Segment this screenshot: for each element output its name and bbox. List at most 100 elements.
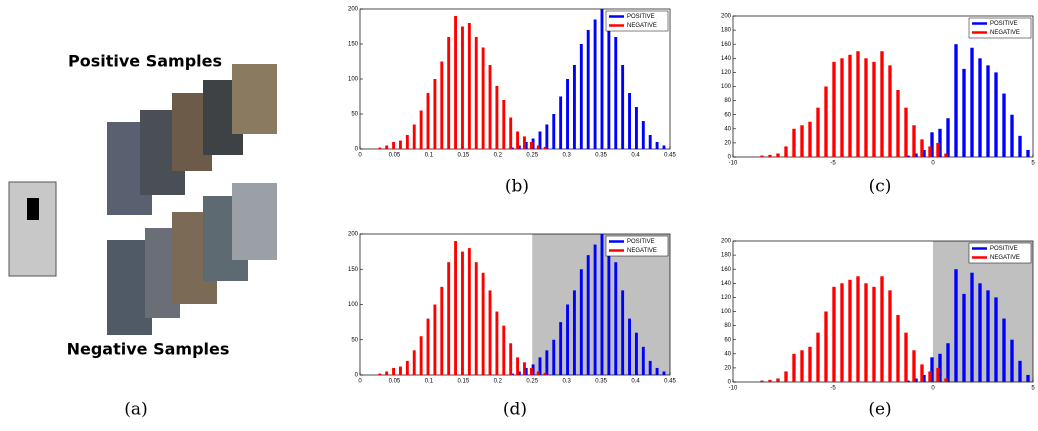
bar [426,318,430,375]
bar [634,332,638,375]
bar [978,283,982,382]
y-tick-label: 60 [724,337,731,343]
x-tick-label: 0.3 [562,153,571,159]
template-mark [27,198,39,220]
bar [936,142,940,157]
x-tick-label: -10 [729,386,738,392]
bar [946,118,950,157]
legend-label: NEGATIVE [627,248,657,254]
bar [566,79,569,149]
bar [1002,93,1006,157]
bar [792,353,796,382]
template-box [8,181,57,277]
y-tick-label: 140 [721,281,732,287]
bar [405,135,409,149]
x-tick-label: -5 [830,386,836,392]
bar [970,47,974,157]
x-tick-label: 0.3 [562,379,571,385]
bar [502,100,506,149]
x-tick-label: 0 [931,386,935,392]
bar [607,251,611,375]
negative-photos [107,183,277,335]
bar [538,131,542,149]
bar [516,357,520,375]
bar [392,367,396,375]
y-tick-label: 100 [348,77,359,83]
bar [481,272,485,375]
bar [385,371,389,375]
bar [906,380,910,382]
bar [800,350,804,382]
y-tick-label: 40 [724,126,731,132]
y-tick-label: 160 [721,267,732,273]
bar [832,61,836,158]
bar [954,269,958,382]
bar [474,37,478,149]
bar [621,290,625,375]
panel-label: (a) [124,400,147,420]
bar [461,26,464,149]
bar [760,155,764,157]
bar [800,125,804,157]
legend-label: POSITIVE [990,21,1018,27]
bar [628,93,631,149]
bar [543,146,547,149]
x-tick-label: 0.35 [595,379,607,385]
x-tick-label: 0.05 [389,153,401,159]
bar [662,371,666,375]
bar [552,114,556,149]
bar [614,37,618,149]
bar [768,379,772,382]
bar [433,304,437,375]
x-tick-label: 5 [1031,161,1035,167]
bar [1018,360,1022,382]
bar [524,367,528,375]
bar [944,378,948,382]
bar [930,132,934,157]
bar [543,372,547,375]
bar [1010,114,1014,157]
x-tick-label: 0.1 [425,379,434,385]
bar [552,339,556,375]
bar [405,360,409,375]
bar [593,244,597,375]
bar [399,140,402,149]
bar [776,153,780,157]
y-tick-label: 100 [348,302,359,308]
bar [896,90,900,157]
bar [579,44,583,149]
bar [880,276,884,382]
y-tick-label: 200 [348,7,359,13]
bar [614,262,618,375]
y-tick-label: 120 [721,295,732,301]
x-tick-label: 0 [931,161,935,167]
bar [946,343,950,382]
bar [600,234,604,375]
bar [784,146,788,157]
bar [523,136,526,149]
positive-label: Positive Samples [68,52,222,71]
bar [621,65,625,149]
bar [824,311,828,382]
bar [572,290,576,375]
bar [856,276,860,382]
bar [559,322,563,375]
bar [529,367,533,375]
bar [517,371,521,375]
bar [848,54,852,157]
bar [994,72,998,157]
panel-label: (c) [869,177,892,197]
y-tick-label: 80 [724,323,731,329]
bar [760,380,764,382]
bar [962,293,966,382]
bar [523,362,526,375]
bar [808,346,812,382]
bar [938,128,942,157]
x-tick-label: 0.4 [631,379,640,385]
bar [600,9,604,149]
bar [824,86,828,157]
bar [792,128,796,157]
bar [888,65,892,157]
bar [536,371,540,375]
